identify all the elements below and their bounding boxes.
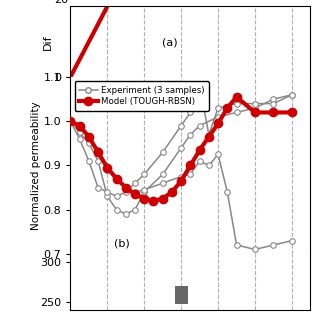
Legend: Experiment (3 samples), Model (TOUGH-RBSN): Experiment (3 samples), Model (TOUGH-RBS… [75,81,209,111]
Y-axis label: Dif: Dif [43,34,53,50]
Y-axis label: Normalized permeability: Normalized permeability [31,101,41,230]
Text: (a): (a) [162,37,177,47]
Text: 20: 20 [54,0,68,5]
Bar [175,286,188,304]
Text: (b): (b) [114,239,129,249]
